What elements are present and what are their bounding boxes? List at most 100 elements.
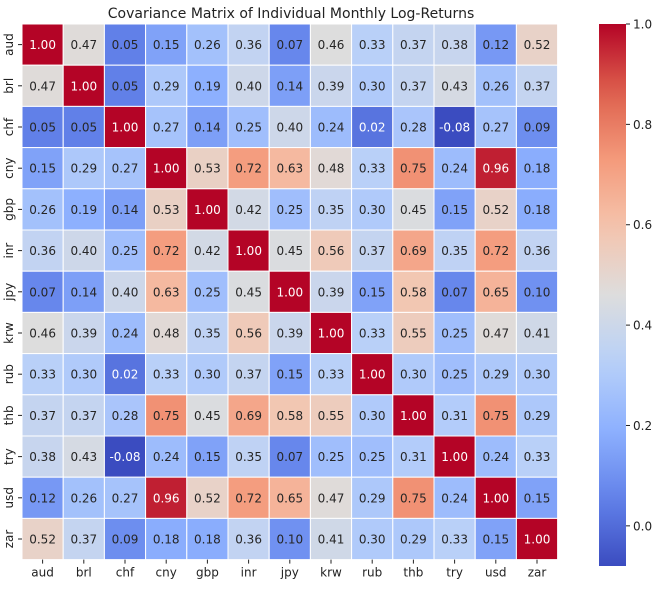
colorbar-gradient xyxy=(599,24,626,566)
cell-label-krw-zar: 0.41 xyxy=(524,327,551,341)
heatmap-cell-zar-zar xyxy=(515,517,559,561)
heatmap-cell-inr-usd xyxy=(474,229,517,272)
heatmap-cell-cny-krw xyxy=(309,147,353,190)
heatmap-cell-jpy-aud xyxy=(21,270,64,313)
cell-label-gbp-rub: 0.30 xyxy=(359,203,386,217)
cell-label-chf-thb: 0.28 xyxy=(400,121,427,135)
heatmap-cell-aud-inr xyxy=(227,23,270,66)
colorbar-tick-label: 0.0 xyxy=(633,519,652,533)
heatmap-cell-krw-rub xyxy=(351,311,394,355)
x-axis: aud brl chf cny gbp inr jpy krw rub thb try usd zar xyxy=(31,559,546,580)
cell-label-try-usd: 0.24 xyxy=(482,450,509,464)
colorbar-tick-label: 0.6 xyxy=(633,218,652,232)
x-tick-label-krw: krw xyxy=(320,566,342,580)
y-tick-label-rub: rub xyxy=(2,364,16,384)
heatmap-cell-try-krw xyxy=(309,435,353,478)
cell-label-aud-rub: 0.33 xyxy=(359,38,386,52)
y-tick-label-thb: thb xyxy=(2,405,16,425)
cell-label-aud-chf: 0.05 xyxy=(112,38,139,52)
cell-label-gbp-zar: 0.18 xyxy=(524,203,551,217)
heatmap-cell-chf-gbp xyxy=(186,105,229,149)
cell-label-usd-inr: 0.72 xyxy=(235,491,262,505)
heatmap-cell-try-usd xyxy=(474,435,517,478)
cell-label-chf-usd: 0.27 xyxy=(482,121,509,135)
cell-label-cny-aud: 0.15 xyxy=(29,162,56,176)
heatmap-cell-krw-try xyxy=(433,311,476,355)
heatmap-cell-brl-cny xyxy=(145,64,188,107)
cell-label-gbp-krw: 0.35 xyxy=(318,203,345,217)
cell-label-jpy-inr: 0.45 xyxy=(235,285,262,299)
cell-label-inr-krw: 0.56 xyxy=(318,244,345,258)
heatmap-cell-gbp-usd xyxy=(474,188,517,231)
y-tick-label-krw: krw xyxy=(2,322,16,344)
heatmap-cell-zar-inr xyxy=(227,517,270,561)
y-tick-label-brl: brl xyxy=(2,78,16,94)
cell-label-zar-chf: 0.09 xyxy=(112,533,139,547)
cell-label-jpy-brl: 0.14 xyxy=(70,285,97,299)
heatmap-cell-cny-chf xyxy=(103,147,147,190)
heatmap-cell-brl-inr xyxy=(227,64,270,107)
cell-label-brl-thb: 0.37 xyxy=(400,79,427,93)
cell-label-chf-jpy: 0.40 xyxy=(276,121,303,135)
heatmap-cell-thb-rub xyxy=(351,394,394,437)
heatmap-cell-usd-jpy xyxy=(268,476,311,519)
cell-label-thb-usd: 0.75 xyxy=(482,409,509,423)
cell-label-rub-thb: 0.30 xyxy=(400,368,427,382)
cell-label-rub-usd: 0.29 xyxy=(482,368,509,382)
cell-label-brl-jpy: 0.14 xyxy=(276,79,303,93)
x-tick-label-cny: cny xyxy=(156,566,177,580)
heatmap-cell-inr-zar xyxy=(515,229,559,272)
heatmap-cell-try-brl xyxy=(62,435,105,478)
x-tick-label-thb: thb xyxy=(403,566,423,580)
heatmap-cell-zar-usd xyxy=(474,517,517,561)
cell-label-aud-usd: 0.12 xyxy=(482,38,509,52)
heatmap-cell-brl-zar xyxy=(515,64,559,107)
heatmap-cell-inr-rub xyxy=(351,229,394,272)
cell-label-brl-cny: 0.29 xyxy=(153,79,180,93)
heatmap-cell-brl-gbp xyxy=(186,64,229,107)
heatmap-cell-jpy-jpy xyxy=(268,270,311,313)
cell-label-usd-chf: 0.27 xyxy=(112,491,139,505)
heatmap-cell-rub-usd xyxy=(474,353,517,396)
heatmap-cell-inr-thb xyxy=(392,229,435,272)
x-tick-label-inr: inr xyxy=(241,566,257,580)
cell-label-krw-rub: 0.33 xyxy=(359,327,386,341)
heatmap-cell-aud-krw xyxy=(309,23,353,66)
cell-label-rub-rub: 1.00 xyxy=(359,368,386,382)
heatmap-cell-thb-gbp xyxy=(186,394,229,437)
cell-label-try-rub: 0.25 xyxy=(359,450,386,464)
x-tick-label-jpy: jpy xyxy=(280,566,299,580)
cell-label-inr-aud: 0.36 xyxy=(29,244,56,258)
heatmap-cell-brl-thb xyxy=(392,64,435,107)
colorbar-tick-label: 0.2 xyxy=(633,419,652,433)
cell-label-inr-cny: 0.72 xyxy=(153,244,180,258)
cell-label-cny-brl: 0.29 xyxy=(70,162,97,176)
heatmap-cell-chf-zar xyxy=(515,105,559,149)
cell-label-brl-try: 0.43 xyxy=(441,79,468,93)
cell-label-chf-gbp: 0.14 xyxy=(194,121,221,135)
colorbar-tick-label: 0.8 xyxy=(633,118,652,132)
y-tick-label-try: try xyxy=(2,448,16,465)
heatmap-cell-inr-cny xyxy=(145,229,188,272)
heatmap-cell-chf-thb xyxy=(392,105,435,149)
heatmap-cell-usd-brl xyxy=(62,476,105,519)
cell-label-jpy-zar: 0.10 xyxy=(524,285,551,299)
x-tick-label-chf: chf xyxy=(116,566,135,580)
cell-label-cny-inr: 0.72 xyxy=(235,162,262,176)
heatmap-cell-inr-gbp xyxy=(186,229,229,272)
cell-label-try-chf: -0.08 xyxy=(109,450,140,464)
cell-label-cny-rub: 0.33 xyxy=(359,162,386,176)
y-tick-label-usd: usd xyxy=(2,487,16,508)
y-tick-label-inr: inr xyxy=(2,243,16,259)
cell-label-cny-cny: 1.00 xyxy=(153,162,180,176)
heatmap-cell-thb-thb xyxy=(392,394,435,437)
heatmap-cell-chf-brl xyxy=(62,105,105,149)
cell-label-cny-krw: 0.48 xyxy=(318,162,345,176)
cell-label-thb-krw: 0.55 xyxy=(318,409,345,423)
cell-label-inr-jpy: 0.45 xyxy=(276,244,303,258)
cell-label-rub-aud: 0.33 xyxy=(29,368,56,382)
cell-label-try-thb: 0.31 xyxy=(400,450,427,464)
cell-label-try-gbp: 0.15 xyxy=(194,450,221,464)
heatmap-cell-jpy-zar xyxy=(515,270,559,313)
cell-label-inr-usd: 0.72 xyxy=(482,244,509,258)
